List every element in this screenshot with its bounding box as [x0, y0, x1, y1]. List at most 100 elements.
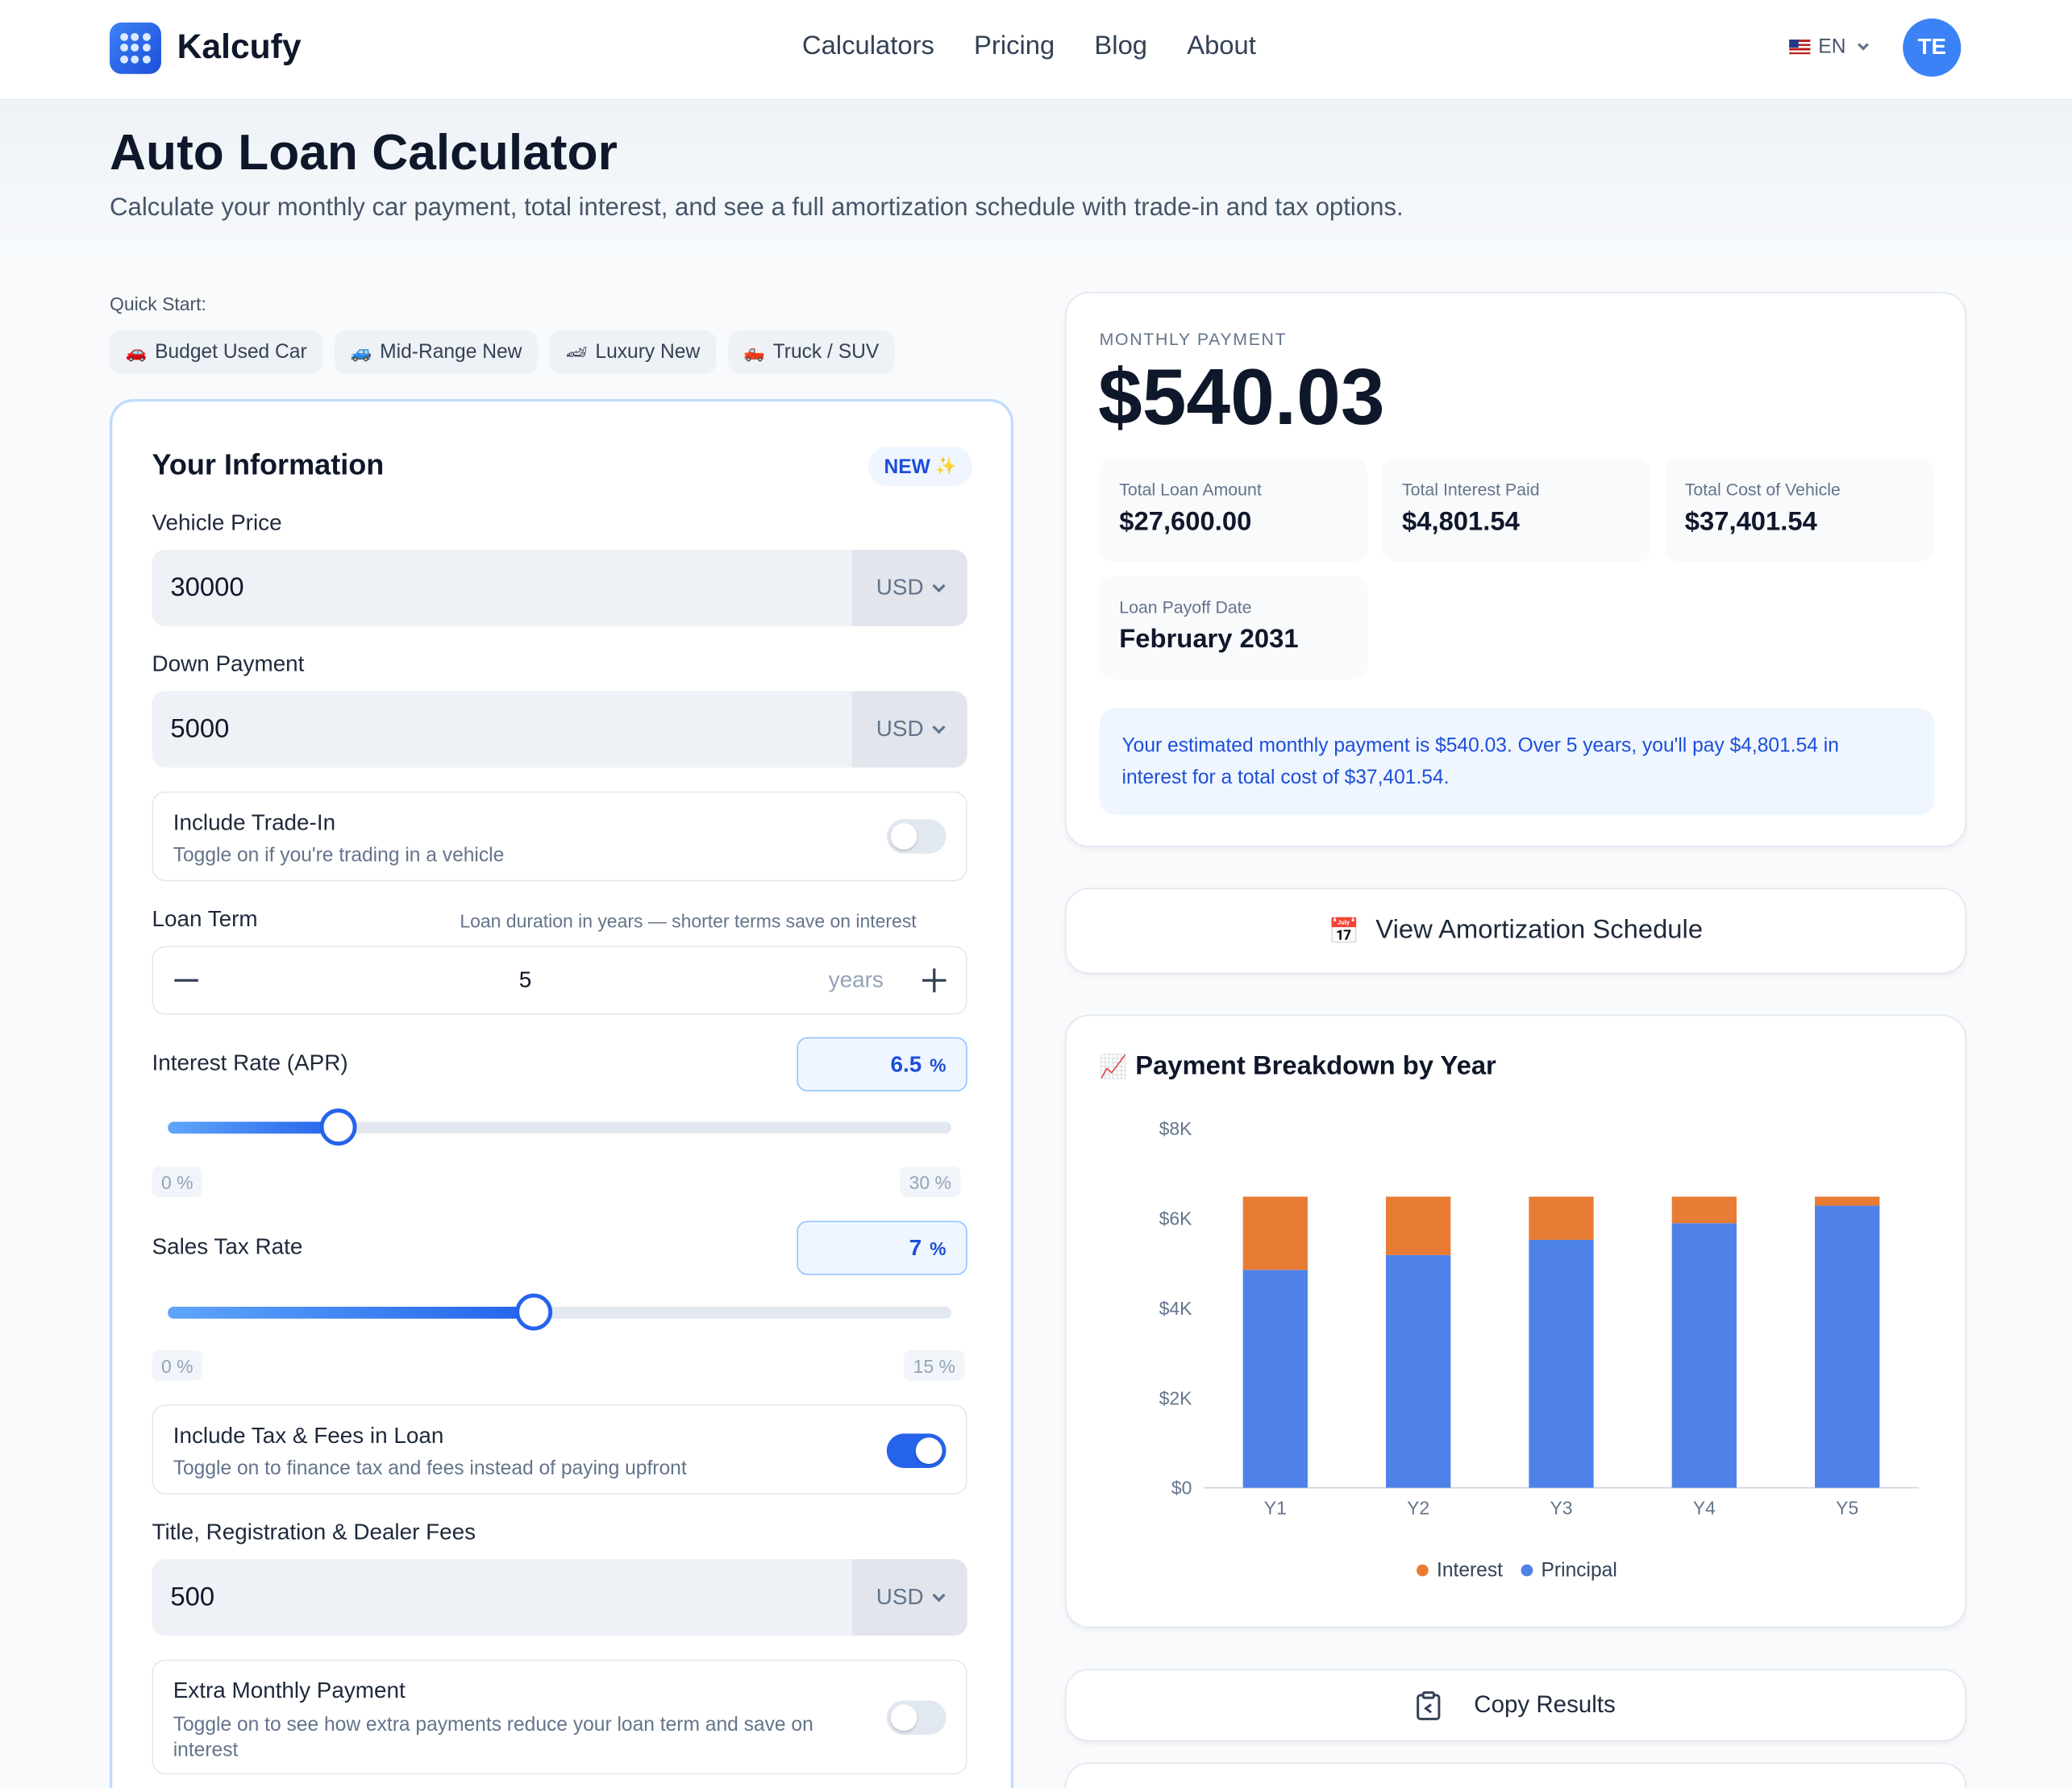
sales-tax-input[interactable]: 7%: [797, 1220, 967, 1275]
preset-label: Luxury New: [595, 340, 701, 364]
page-subtitle: Calculate your monthly car payment, tota…: [110, 193, 1404, 222]
legend-label: Interest: [1436, 1559, 1503, 1582]
share-results-button[interactable]: [1065, 1762, 1966, 1788]
down-payment-currency-select[interactable]: USD: [852, 691, 967, 768]
extra-payment-toggle[interactable]: [886, 1700, 947, 1736]
legend-swatch: [1417, 1564, 1429, 1577]
new-badge-label: NEW: [884, 455, 930, 478]
nav-pricing[interactable]: Pricing: [974, 31, 1055, 61]
stat-payoff-date: Loan Payoff Date February 2031: [1099, 576, 1368, 680]
stat-value: $37,401.54: [1684, 507, 1817, 537]
stat-total-loan-amount: Total Loan Amount $27,600.00: [1099, 458, 1368, 562]
main-nav: Calculators Pricing Blog About: [802, 31, 1256, 62]
page-title: Auto Loan Calculator: [110, 125, 618, 181]
chevron-down-icon: [932, 720, 946, 734]
trade-in-toggle[interactable]: [886, 819, 947, 854]
legend-swatch: [1521, 1564, 1533, 1577]
page-hero: Auto Loan Calculator Calculate your mont…: [0, 102, 2072, 266]
minus-icon[interactable]: [174, 979, 198, 982]
bar-interest[interactable]: [1671, 1196, 1737, 1224]
summary-line: interest for a total cost of $37,401.54.: [1121, 766, 1450, 789]
toggle-knob: [915, 1437, 942, 1465]
loan-term-input[interactable]: 5: [518, 967, 532, 992]
stat-total-cost: Total Cost of Vehicle $37,401.54: [1665, 458, 1933, 562]
brand-name[interactable]: Kalcufy: [177, 26, 302, 66]
vehicle-price-field: 30000 USD: [152, 549, 967, 626]
legend-principal[interactable]: Principal: [1521, 1559, 1617, 1582]
chart-title: 📈 Payment Breakdown by Year: [1100, 1052, 1496, 1083]
nav-about[interactable]: About: [1187, 31, 1256, 61]
interest-rate-label: Interest Rate (APR): [152, 1050, 348, 1076]
bar-principal[interactable]: [1671, 1223, 1737, 1488]
logo-icon[interactable]: [110, 22, 161, 74]
legend-interest[interactable]: Interest: [1417, 1559, 1503, 1582]
bar-principal[interactable]: [1529, 1239, 1594, 1488]
down-payment-label: Down Payment: [152, 651, 305, 677]
bar-interest[interactable]: [1815, 1196, 1880, 1206]
interest-rate-input[interactable]: 6.5%: [797, 1037, 967, 1092]
bar-principal[interactable]: [1386, 1254, 1451, 1488]
bar-interest[interactable]: [1386, 1196, 1451, 1255]
preset-budget-used-car[interactable]: 🚗 Budget Used Car: [110, 330, 323, 374]
car-icon: 🚗: [125, 341, 148, 362]
payment-breakdown-chart-card: 📈 Payment Breakdown by Year $0 $2K $4K $6K $8…: [1065, 1014, 1966, 1628]
copy-results-label: Copy Results: [1474, 1690, 1616, 1718]
vehicle-price-input[interactable]: 30000: [170, 572, 244, 602]
sales-tax-slider[interactable]: [168, 1293, 952, 1331]
sparkle-icon: ✨: [935, 455, 957, 476]
currency-label: USD: [876, 574, 924, 601]
user-avatar[interactable]: TE: [1903, 18, 1962, 77]
percent-unit: %: [930, 1237, 947, 1259]
copy-results-button[interactable]: Copy Results: [1065, 1669, 1966, 1742]
bar-principal[interactable]: [1242, 1270, 1308, 1488]
chevron-down-icon: [932, 578, 946, 593]
tax-in-loan-title: Include Tax & Fees in Loan: [173, 1423, 444, 1449]
trade-in-title: Include Trade-In: [173, 809, 336, 835]
fees-input[interactable]: 500: [170, 1582, 215, 1611]
stat-label: Total Cost of Vehicle: [1684, 479, 1841, 500]
vehicle-price-currency-select[interactable]: USD: [852, 549, 967, 626]
view-amortization-button[interactable]: 📅 View Amortization Schedule: [1065, 888, 1966, 974]
preset-mid-range-new[interactable]: 🚙 Mid-Range New: [335, 330, 539, 374]
chart-trend-icon: 📈: [1099, 1054, 1128, 1079]
loan-term-label: Loan Term: [152, 906, 258, 932]
stat-label: Total Loan Amount: [1119, 479, 1262, 500]
slider-thumb[interactable]: [514, 1293, 552, 1331]
plus-icon[interactable]: [922, 968, 947, 992]
slider-fill: [168, 1307, 534, 1319]
quick-start-presets: 🚗 Budget Used Car 🚙 Mid-Range New 🏎 Luxury …: [110, 330, 895, 374]
stacked-bar-chart: $0 $2K $4K $6K $8K Y1 Y2 Y3 Y4 Y5: [1159, 1118, 1919, 1518]
preset-label: Truck / SUV: [772, 340, 880, 364]
calendar-icon: 📅: [1328, 917, 1360, 946]
language-selector[interactable]: EN: [1789, 35, 1869, 58]
fees-currency-select[interactable]: USD: [852, 1559, 967, 1636]
nav-calculators[interactable]: Calculators: [801, 31, 934, 61]
preset-label: Budget Used Car: [155, 340, 307, 364]
top-navbar: Kalcufy Calculators Pricing Blog About E…: [0, 0, 2072, 101]
interest-rate-slider[interactable]: [168, 1108, 952, 1146]
preset-luxury-new[interactable]: 🏎 Luxury New: [549, 330, 716, 374]
bar-interest[interactable]: [1242, 1196, 1308, 1270]
interest-rate-min: 0 %: [152, 1166, 202, 1197]
chevron-down-icon: [932, 1588, 946, 1602]
description-line: interest: [173, 1738, 239, 1761]
stat-value: $27,600.00: [1119, 507, 1252, 537]
nav-blog[interactable]: Blog: [1094, 31, 1148, 61]
preset-truck-suv[interactable]: 🛻 Truck / SUV: [727, 330, 895, 374]
race-car-icon: 🏎: [565, 341, 588, 362]
chevron-down-icon: [1857, 38, 1869, 50]
loan-term-unit: years: [828, 967, 884, 992]
bar-interest[interactable]: [1529, 1196, 1594, 1240]
extra-payment-title: Extra Monthly Payment: [173, 1678, 406, 1703]
sales-tax-value: 7: [909, 1234, 922, 1260]
bar-principal[interactable]: [1815, 1205, 1880, 1488]
suv-icon: 🚙: [350, 341, 372, 362]
tax-in-loan-description: Toggle on to finance tax and fees instea…: [173, 1457, 687, 1480]
slider-thumb[interactable]: [318, 1108, 356, 1146]
trade-in-description: Toggle on if you're trading in a vehicle: [173, 844, 505, 867]
tax-in-loan-toggle[interactable]: [886, 1433, 947, 1468]
down-payment-input[interactable]: 5000: [170, 713, 230, 743]
tax-in-loan-option: Include Tax & Fees in Loan Toggle on to …: [152, 1404, 967, 1495]
y-tick-label: $8K: [1159, 1118, 1193, 1139]
